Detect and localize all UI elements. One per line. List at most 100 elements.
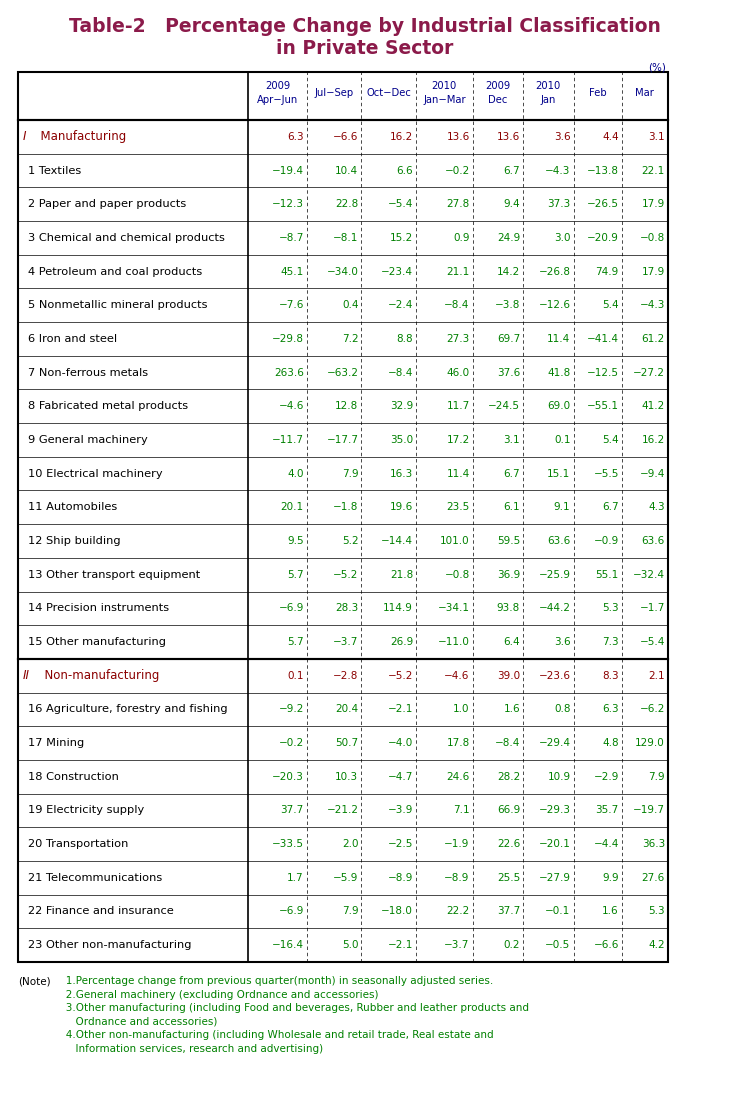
Text: 3 Chemical and chemical products: 3 Chemical and chemical products bbox=[28, 233, 225, 243]
Text: 20 Transportation: 20 Transportation bbox=[28, 839, 128, 849]
Text: 0.1: 0.1 bbox=[554, 435, 571, 445]
Text: 28.2: 28.2 bbox=[497, 772, 520, 782]
Text: 3.6: 3.6 bbox=[554, 131, 571, 141]
Text: −23.6: −23.6 bbox=[539, 671, 571, 681]
Text: 6.7: 6.7 bbox=[504, 166, 520, 176]
Text: 15 Other manufacturing: 15 Other manufacturing bbox=[28, 637, 166, 647]
Text: 17.9: 17.9 bbox=[642, 266, 665, 277]
Text: 37.7: 37.7 bbox=[497, 906, 520, 916]
Text: 6 Iron and steel: 6 Iron and steel bbox=[28, 333, 117, 344]
Text: 20.1: 20.1 bbox=[280, 502, 304, 512]
Text: 15.2: 15.2 bbox=[390, 233, 413, 243]
Text: 13.6: 13.6 bbox=[447, 131, 469, 141]
Text: 8.3: 8.3 bbox=[602, 671, 619, 681]
Text: 63.6: 63.6 bbox=[642, 537, 665, 546]
Text: 10.9: 10.9 bbox=[548, 772, 571, 782]
Text: Non-manufacturing: Non-manufacturing bbox=[37, 669, 159, 682]
Text: (%): (%) bbox=[648, 62, 666, 72]
Text: 3.1: 3.1 bbox=[504, 435, 520, 445]
Text: 69.7: 69.7 bbox=[497, 333, 520, 344]
Bar bbox=[18, 72, 668, 962]
Text: −6.6: −6.6 bbox=[333, 131, 358, 141]
Text: 21.8: 21.8 bbox=[390, 570, 413, 580]
Text: −32.4: −32.4 bbox=[633, 570, 665, 580]
Text: −4.3: −4.3 bbox=[545, 166, 571, 176]
Text: 7.3: 7.3 bbox=[602, 637, 619, 647]
Text: 9.5: 9.5 bbox=[287, 537, 304, 546]
Text: −8.9: −8.9 bbox=[388, 873, 413, 883]
Text: 66.9: 66.9 bbox=[497, 806, 520, 816]
Text: −5.4: −5.4 bbox=[639, 637, 665, 647]
Text: 11.7: 11.7 bbox=[447, 401, 469, 412]
Text: −8.4: −8.4 bbox=[445, 300, 469, 310]
Text: −6.2: −6.2 bbox=[639, 704, 665, 714]
Text: 1 Textiles: 1 Textiles bbox=[28, 166, 81, 176]
Text: 7 Non-ferrous metals: 7 Non-ferrous metals bbox=[28, 368, 148, 378]
Text: −26.5: −26.5 bbox=[587, 199, 619, 209]
Text: −29.3: −29.3 bbox=[539, 806, 571, 816]
Text: 17.2: 17.2 bbox=[447, 435, 469, 445]
Text: 17.9: 17.9 bbox=[642, 199, 665, 209]
Text: Jan: Jan bbox=[541, 95, 556, 105]
Text: 20.4: 20.4 bbox=[335, 704, 358, 714]
Text: I: I bbox=[23, 130, 26, 144]
Text: −21.2: −21.2 bbox=[326, 806, 358, 816]
Text: −4.4: −4.4 bbox=[593, 839, 619, 849]
Text: (Note): (Note) bbox=[18, 976, 50, 986]
Text: 1.Percentage change from previous quarter(month) in seasonally adjusted series.: 1.Percentage change from previous quarte… bbox=[56, 976, 493, 986]
Text: 22.6: 22.6 bbox=[497, 839, 520, 849]
Text: 9.9: 9.9 bbox=[602, 873, 619, 883]
Text: −9.4: −9.4 bbox=[639, 468, 665, 479]
Text: −0.2: −0.2 bbox=[445, 166, 469, 176]
Text: 9.4: 9.4 bbox=[504, 199, 520, 209]
Text: 3.0: 3.0 bbox=[554, 233, 571, 243]
Text: −12.6: −12.6 bbox=[539, 300, 571, 310]
Text: −0.5: −0.5 bbox=[545, 941, 571, 951]
Text: 2.General machinery (excluding Ordnance and accessories): 2.General machinery (excluding Ordnance … bbox=[56, 989, 378, 999]
Text: 2.0: 2.0 bbox=[342, 839, 358, 849]
Text: 7.9: 7.9 bbox=[648, 772, 665, 782]
Text: −20.3: −20.3 bbox=[272, 772, 304, 782]
Text: 0.1: 0.1 bbox=[288, 671, 304, 681]
Text: −1.9: −1.9 bbox=[445, 839, 469, 849]
Text: −3.7: −3.7 bbox=[445, 941, 469, 951]
Text: 129.0: 129.0 bbox=[635, 739, 665, 749]
Text: 23.5: 23.5 bbox=[447, 502, 469, 512]
Text: 11.4: 11.4 bbox=[548, 333, 571, 344]
Text: 5.0: 5.0 bbox=[342, 941, 358, 951]
Text: 8.8: 8.8 bbox=[396, 333, 413, 344]
Text: −3.9: −3.9 bbox=[388, 806, 413, 816]
Text: −33.5: −33.5 bbox=[272, 839, 304, 849]
Text: 93.8: 93.8 bbox=[497, 604, 520, 614]
Text: II: II bbox=[23, 669, 30, 682]
Text: Table-2   Percentage Change by Industrial Classification: Table-2 Percentage Change by Industrial … bbox=[69, 17, 661, 35]
Text: 69.0: 69.0 bbox=[548, 401, 571, 412]
Text: 28.3: 28.3 bbox=[335, 604, 358, 614]
Text: 27.8: 27.8 bbox=[447, 199, 469, 209]
Text: 50.7: 50.7 bbox=[335, 739, 358, 749]
Text: 5.7: 5.7 bbox=[287, 570, 304, 580]
Text: 26.9: 26.9 bbox=[390, 637, 413, 647]
Text: 9.1: 9.1 bbox=[554, 502, 571, 512]
Text: 17.8: 17.8 bbox=[447, 739, 469, 749]
Text: 263.6: 263.6 bbox=[274, 368, 304, 378]
Text: −27.2: −27.2 bbox=[633, 368, 665, 378]
Text: 0.9: 0.9 bbox=[453, 233, 469, 243]
Text: Ordnance and accessories): Ordnance and accessories) bbox=[56, 1017, 218, 1027]
Text: Jan−Mar: Jan−Mar bbox=[423, 95, 466, 105]
Text: −11.0: −11.0 bbox=[438, 637, 469, 647]
Text: Mar: Mar bbox=[635, 88, 654, 98]
Text: −6.9: −6.9 bbox=[278, 906, 304, 916]
Text: 5.4: 5.4 bbox=[602, 300, 619, 310]
Text: 6.1: 6.1 bbox=[504, 502, 520, 512]
Text: Oct−Dec: Oct−Dec bbox=[366, 88, 411, 98]
Text: −2.1: −2.1 bbox=[388, 704, 413, 714]
Text: −13.8: −13.8 bbox=[587, 166, 619, 176]
Text: −17.7: −17.7 bbox=[326, 435, 358, 445]
Text: Dec: Dec bbox=[488, 95, 507, 105]
Text: −41.4: −41.4 bbox=[587, 333, 619, 344]
Text: −8.7: −8.7 bbox=[278, 233, 304, 243]
Text: −55.1: −55.1 bbox=[587, 401, 619, 412]
Text: 63.6: 63.6 bbox=[548, 537, 571, 546]
Text: 5 Nonmetallic mineral products: 5 Nonmetallic mineral products bbox=[28, 300, 207, 310]
